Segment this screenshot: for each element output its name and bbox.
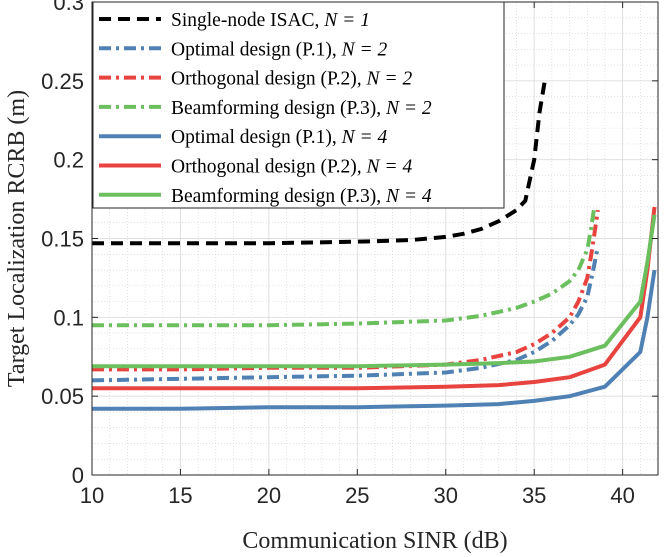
series-line-4 [92, 206, 597, 328]
legend-label-1: Single-node ISAC, N = 1 [171, 10, 370, 31]
x-tick-label: 40 [610, 483, 634, 508]
tick-layer: 10 15 20 25 30 35 40 0 0.05 0.1 0.15 0.2 0.25 0.3 [41, 0, 658, 508]
y-tick-label: 0 [72, 463, 84, 488]
y-axis-label: Target Localization RCRB (m) [4, 90, 30, 387]
legend-label-7: Beamforming design (P.3), N = 4 [171, 186, 432, 207]
series-line-5 [92, 269, 657, 411]
legend-label-3: Orthogonal design (P.2), N = 2 [171, 69, 412, 90]
legend-label-4: Beamforming design (P.3), N = 2 [171, 98, 432, 119]
x-axis-label: Communication SINR (dB) [242, 528, 507, 554]
x-tick-label: 10 [80, 483, 104, 508]
legend-box [92, 1, 505, 209]
y-tick-label: 0.3 [53, 0, 84, 15]
legend-label-5: Optimal design (P.1), N = 4 [171, 127, 388, 148]
series-line-7 [92, 214, 657, 369]
series-line-1 [92, 80, 547, 246]
x-tick-label: 25 [345, 483, 369, 508]
legend-label-6: Orthogonal design (P.2), N = 4 [171, 157, 412, 178]
y-tick-label: 0.05 [41, 384, 84, 409]
y-tick-label: 0.2 [53, 148, 84, 173]
y-tick-label: 0.1 [53, 305, 84, 330]
x-tick-label: 15 [168, 483, 192, 508]
x-tick-label: 30 [434, 483, 458, 508]
legend: Single-node ISAC, N = 1 Optimal design (P… [92, 1, 505, 209]
series-line-2 [91, 246, 600, 383]
series-line-3 [92, 209, 600, 372]
series-layer [91, 80, 657, 411]
legend-label-2: Optimal design (P.1), N = 2 [171, 39, 388, 60]
series-line-6 [92, 206, 657, 391]
x-tick-label: 20 [257, 483, 281, 508]
y-tick-label: 0.15 [41, 227, 84, 252]
y-tick-label: 0.25 [41, 69, 84, 94]
x-tick-label: 35 [522, 483, 546, 508]
